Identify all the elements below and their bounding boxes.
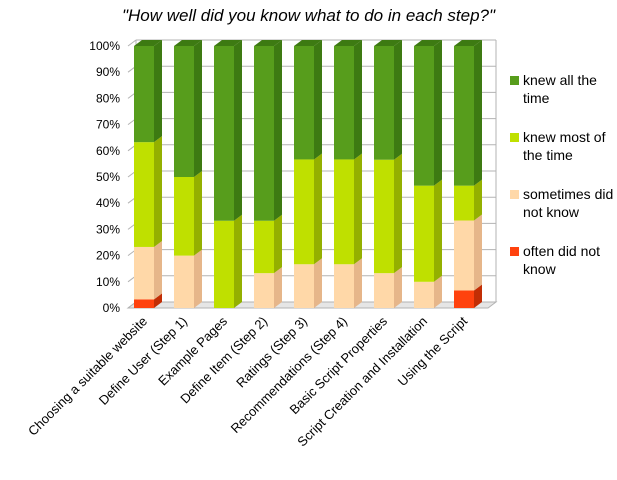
bar-script-creation-and-installation-knew-most-of-the-time-side <box>434 179 442 282</box>
bar-define-user-step-1-knew-most-of-the-time-side <box>194 171 202 256</box>
bar-ratings-step-3-knew-most-of-the-time <box>294 159 314 265</box>
bar-using-the-script-knew-most-of-the-time <box>454 185 474 221</box>
bar-using-the-script-knew-most-of-the-time-side <box>474 179 482 221</box>
bar-choosing-a-suitable-website-sometimes-did-not-know <box>134 246 154 300</box>
bar-choosing-a-suitable-website-knew-all-the-time-side <box>154 40 162 143</box>
legend-label-often-did-not-know: often did not know <box>523 243 600 277</box>
y-tick-label: 30% <box>96 222 120 236</box>
bar-recommendations-step-4-sometimes-did-not-know <box>334 264 354 308</box>
y-tick-label: 90% <box>96 65 120 79</box>
bar-example-pages-knew-most-of-the-time <box>214 220 234 308</box>
bar-script-creation-and-installation-sometimes-did-not-know <box>414 281 434 308</box>
bar-define-user-step-1-knew-all-the-time-top <box>174 40 202 46</box>
bar-recommendations-step-4-sometimes-did-not-know-side <box>354 258 362 308</box>
bar-define-user-step-1-knew-all-the-time <box>174 46 194 177</box>
bar-ratings-step-3-knew-all-the-time <box>294 46 314 160</box>
bar-define-user-step-1-sometimes-did-not-know-side <box>194 249 202 308</box>
legend-label-knew-all-the-time: knew all the time <box>523 72 597 106</box>
bar-ratings-step-3-knew-all-the-time-top <box>294 40 322 46</box>
bar-choosing-a-suitable-website-knew-most-of-the-time <box>134 142 154 247</box>
bar-basic-script-properties-knew-all-the-time-top <box>374 40 402 46</box>
bar-basic-script-properties-knew-most-of-the-time <box>374 159 394 274</box>
bar-using-the-script-often-did-not-know-side <box>474 284 482 308</box>
bar-using-the-script-often-did-not-know <box>454 290 474 308</box>
bar-using-the-script-knew-all-the-time-top <box>454 40 482 46</box>
bar-example-pages-knew-all-the-time <box>214 46 234 221</box>
bar-example-pages-knew-all-the-time-side <box>234 40 242 221</box>
y-tick-label: 50% <box>96 170 120 184</box>
bar-recommendations-step-4-knew-all-the-time-top <box>334 40 362 46</box>
bar-recommendations-step-4-knew-all-the-time-side <box>354 40 362 160</box>
bar-ratings-step-3-knew-most-of-the-time-side <box>314 153 322 265</box>
y-tick-label: 70% <box>96 118 120 132</box>
legend-label-sometimes-did-not-know: sometimes did not know <box>523 186 613 220</box>
bar-define-user-step-1-sometimes-did-not-know <box>174 255 194 308</box>
bar-ratings-step-3-knew-all-the-time-side <box>314 40 322 160</box>
bar-script-creation-and-installation-sometimes-did-not-know-side <box>434 275 442 308</box>
bar-choosing-a-suitable-website-knew-all-the-time <box>134 46 154 143</box>
y-tick-label: 80% <box>96 91 120 105</box>
x-tick-label: Ratings (Step 3) <box>233 314 310 391</box>
bar-choosing-a-suitable-website-sometimes-did-not-know-side <box>154 240 162 300</box>
y-tick-label: 10% <box>96 275 120 289</box>
y-tick-label: 40% <box>96 196 120 210</box>
bar-define-user-step-1-knew-all-the-time-side <box>194 40 202 177</box>
y-axis-ticks: 0% 10% 20% 30% 40% 50% 60% 70% 80% 90% 100% <box>89 39 120 315</box>
bar-choosing-a-suitable-website-often-did-not-know-side <box>154 293 162 308</box>
y-tick-label: 0% <box>103 301 121 315</box>
bar-script-creation-and-installation-knew-all-the-time-side <box>434 40 442 186</box>
bar-define-item-step-2-knew-all-the-time-side <box>274 40 282 221</box>
bar-ratings-step-3-sometimes-did-not-know-side <box>314 258 322 308</box>
bar-basic-script-properties-knew-all-the-time-side <box>394 40 402 160</box>
legend-swatch-often-did-not-know <box>510 247 519 256</box>
bar-define-user-step-1-knew-most-of-the-time <box>174 177 194 256</box>
bar-basic-script-properties-sometimes-did-not-know <box>374 273 394 308</box>
bar-ratings-step-3-sometimes-did-not-know <box>294 264 314 308</box>
legend: knew all the time knew most of the time some… <box>510 72 613 277</box>
bar-define-item-step-2-knew-all-the-time <box>254 46 274 221</box>
y-tick-label: 20% <box>96 249 120 263</box>
bar-basic-script-properties-knew-most-of-the-time-side <box>394 153 402 274</box>
bar-example-pages-knew-all-the-time-top <box>214 40 242 46</box>
bar-choosing-a-suitable-website-often-did-not-know <box>134 299 154 308</box>
legend-label-knew-most-of-the-time: knew most of the time <box>523 129 606 163</box>
bar-using-the-script-sometimes-did-not-know-side <box>474 214 482 291</box>
bar-define-item-step-2-sometimes-did-not-know <box>254 273 274 308</box>
bar-script-creation-and-installation-knew-all-the-time <box>414 46 434 186</box>
bar-define-item-step-2-sometimes-did-not-know-side <box>274 267 282 308</box>
bar-using-the-script-sometimes-did-not-know <box>454 220 474 291</box>
chart-title: "How well did you know what to do in eac… <box>121 6 496 25</box>
y-tick-label: 60% <box>96 144 120 158</box>
bar-using-the-script-knew-all-the-time-side <box>474 40 482 186</box>
bar-using-the-script-knew-all-the-time <box>454 46 474 186</box>
bar-recommendations-step-4-knew-most-of-the-time-side <box>354 153 362 265</box>
bar-script-creation-and-installation-knew-most-of-the-time <box>414 185 434 282</box>
y-tick-label: 100% <box>89 39 120 53</box>
bar-script-creation-and-installation-knew-all-the-time-top <box>414 40 442 46</box>
bars <box>134 40 482 308</box>
legend-swatch-knew-most-of-the-time <box>510 133 519 142</box>
bar-define-item-step-2-knew-most-of-the-time <box>254 220 274 274</box>
grid-line-depth <box>127 39 137 47</box>
bar-recommendations-step-4-knew-most-of-the-time <box>334 159 354 265</box>
bar-define-item-step-2-knew-most-of-the-time-side <box>274 214 282 274</box>
bar-choosing-a-suitable-website-knew-all-the-time-top <box>134 40 162 46</box>
bar-example-pages-knew-most-of-the-time-side <box>234 214 242 308</box>
bar-define-item-step-2-knew-all-the-time-top <box>254 40 282 46</box>
bar-choosing-a-suitable-website-knew-most-of-the-time-side <box>154 136 162 247</box>
legend-swatch-sometimes-did-not-know <box>510 190 519 199</box>
legend-swatch-knew-all-the-time <box>510 76 519 85</box>
bar-basic-script-properties-knew-all-the-time <box>374 46 394 160</box>
x-tick-label: Example Pages <box>155 313 230 388</box>
bar-recommendations-step-4-knew-all-the-time <box>334 46 354 160</box>
x-tick-label: Using the Script <box>395 313 471 389</box>
bar-basic-script-properties-sometimes-did-not-know-side <box>394 267 402 308</box>
